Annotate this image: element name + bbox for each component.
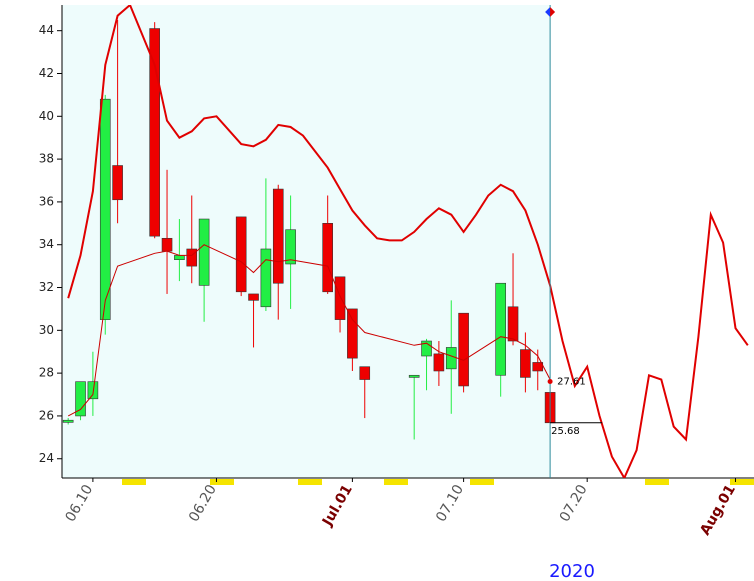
y-tick-label: 26	[39, 408, 54, 422]
y-tick-label: 36	[39, 194, 54, 208]
candle-body	[75, 381, 86, 417]
candle-body	[322, 223, 333, 293]
candle-body	[198, 218, 210, 286]
candle-body	[161, 237, 173, 252]
x-tick-label: 07.10	[433, 482, 467, 525]
candle-body	[445, 347, 457, 370]
y-tick-label: 40	[39, 109, 54, 123]
y-tick-label: 28	[39, 366, 54, 380]
y-tick-label: 24	[39, 451, 54, 465]
candle-body	[87, 381, 99, 400]
y-tick-label: 32	[39, 280, 54, 294]
candle-body	[532, 362, 544, 372]
year-label: 2020	[549, 561, 595, 581]
x-tick-label: 06.10	[62, 482, 96, 525]
candle-body	[260, 248, 272, 308]
candle-body	[285, 229, 296, 265]
weekend-marker	[122, 479, 146, 485]
x-tick-label: Aug.01	[697, 482, 739, 538]
indicator-line	[67, 5, 749, 478]
indicator-line	[67, 244, 551, 417]
candle-body	[99, 98, 111, 320]
weekend-marker	[384, 479, 408, 485]
price-label: 27.61	[557, 376, 586, 387]
candle-body	[149, 28, 160, 237]
x-tick-label: 06.20	[186, 482, 220, 525]
candle-body	[408, 374, 420, 378]
cursor-handle-left	[545, 7, 551, 17]
y-tick-label: 30	[39, 323, 54, 337]
candle-body	[433, 353, 445, 372]
candle-body	[112, 165, 123, 201]
weekend-marker	[298, 479, 322, 485]
candle-body	[62, 419, 74, 423]
candle-body	[235, 216, 247, 293]
y-tick-label: 44	[39, 23, 54, 37]
candle-body	[421, 340, 432, 357]
candles	[62, 5, 749, 478]
candle-body	[272, 188, 284, 284]
candle-body	[359, 366, 371, 380]
history-background	[62, 5, 551, 478]
weekend-markers	[122, 479, 754, 485]
candle-body	[174, 255, 185, 260]
candle-body	[347, 308, 358, 359]
x-tick-label: Jul.01	[319, 482, 356, 530]
x-tick-label: 07.20	[557, 482, 591, 525]
cursor-handle-right	[550, 7, 556, 17]
price-label: 25.68	[551, 426, 580, 437]
weekend-marker	[470, 479, 494, 485]
candle-body	[507, 306, 519, 342]
price-dot	[547, 378, 553, 384]
candle-body	[334, 276, 346, 320]
candle-body	[495, 282, 506, 376]
candle-body	[458, 312, 469, 387]
weekend-marker	[210, 479, 234, 485]
weekend-marker	[645, 479, 669, 485]
candle-body	[520, 349, 531, 378]
y-tick-label: 42	[39, 66, 54, 80]
candle-body	[186, 248, 198, 267]
y-tick-label: 38	[39, 152, 54, 166]
candle-body	[248, 293, 259, 301]
y-tick-label: 34	[39, 237, 54, 251]
weekend-marker	[730, 479, 754, 485]
